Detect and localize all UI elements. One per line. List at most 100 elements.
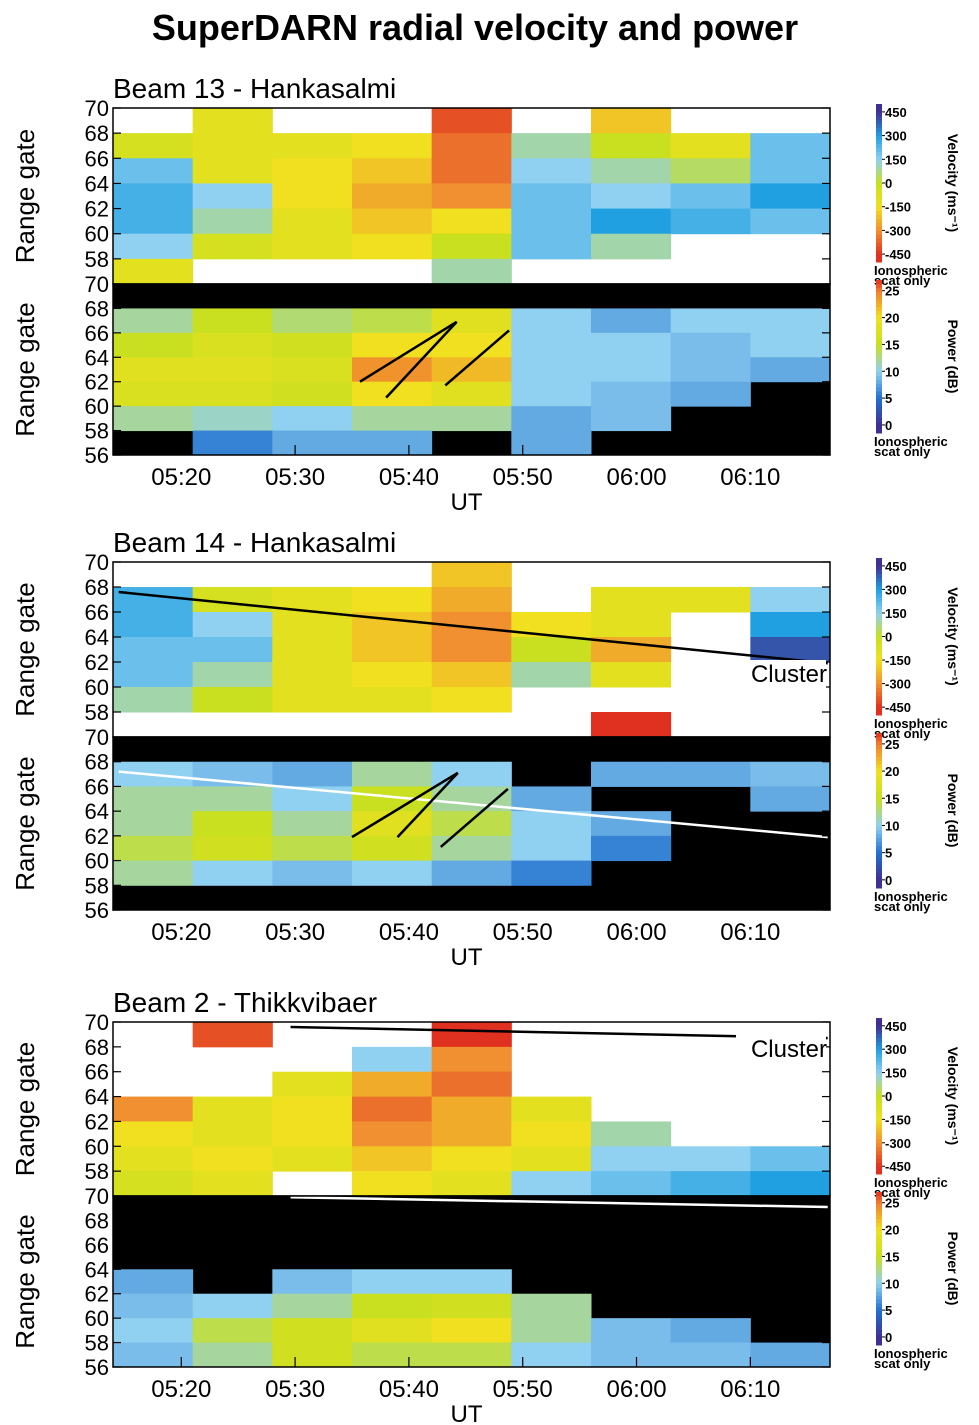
colorbar-tick-label: -150	[885, 1112, 911, 1127]
colorbar-step	[876, 222, 882, 227]
heatmap-cell	[192, 1342, 273, 1368]
colorbar-tick-label: 450	[885, 105, 907, 120]
heatmap-cell	[272, 612, 353, 638]
colorbar-step	[876, 202, 882, 208]
heatmap-cell	[352, 1121, 433, 1147]
heatmap-cell	[352, 687, 433, 713]
colorbar-step	[876, 679, 882, 685]
colorbar-step	[876, 837, 882, 842]
heatmap-cell	[272, 233, 353, 260]
heatmap-cell	[352, 1146, 433, 1172]
heatmap-cell	[352, 1293, 433, 1319]
heatmap-cell	[591, 1121, 672, 1147]
colorbar-step	[876, 1158, 882, 1163]
colorbar-tick-label: 25	[885, 1196, 899, 1211]
heatmap-cell	[352, 811, 433, 837]
colorbar-step	[876, 421, 882, 426]
y-tick-label: 66	[85, 1060, 109, 1085]
heatmap-cell	[511, 1342, 592, 1368]
heatmap-cell	[192, 381, 273, 407]
heatmap-cell	[591, 381, 672, 407]
colorbar-step	[876, 352, 882, 357]
heatmap-cell	[192, 687, 273, 713]
colorbar-step	[876, 1241, 882, 1247]
colorbar-step	[876, 787, 882, 792]
heatmap-cell	[750, 587, 831, 613]
colorbar-step	[876, 872, 882, 877]
colorbar-note: scat only	[874, 273, 931, 288]
heatmap-cell	[431, 108, 512, 134]
heatmap-cell	[511, 233, 592, 260]
heatmap-cell	[511, 406, 592, 432]
y-tick-label: 66	[85, 146, 109, 171]
heatmap-cell	[113, 406, 194, 432]
colorbar-step	[876, 652, 882, 657]
heatmap-cell	[431, 1146, 512, 1172]
heatmap-cell	[113, 1293, 194, 1319]
colorbar-step	[876, 1029, 882, 1035]
colorbar-step	[876, 818, 882, 823]
heatmap-cell	[431, 1071, 512, 1098]
colorbar-step	[876, 736, 882, 742]
colorbar-step	[876, 394, 882, 400]
heatmap-cell	[272, 811, 353, 837]
heatmap-cell	[431, 406, 512, 432]
colorbar-step	[876, 280, 882, 285]
colorbar-step	[876, 254, 882, 259]
colorbar-step	[876, 291, 882, 296]
colorbar-step	[876, 775, 882, 780]
colorbar-step	[876, 1287, 882, 1292]
heatmap-cell	[511, 860, 592, 886]
colorbar-step	[876, 581, 882, 586]
colorbar-step	[876, 210, 882, 216]
colorbar-label: Velocity (ms⁻¹)	[945, 1047, 961, 1145]
colorbar-step	[876, 791, 882, 796]
heatmap-cell	[113, 1269, 194, 1295]
y-tick-label: 58	[85, 419, 109, 444]
heatmap-cell	[591, 357, 672, 383]
x-axis-label: UT	[451, 489, 483, 516]
colorbar-step	[876, 258, 882, 263]
heatmap-cell	[511, 1318, 592, 1344]
colorbar-step	[876, 1249, 882, 1254]
x-tick-label: 06:00	[606, 1376, 666, 1403]
heatmap-cell	[352, 1096, 433, 1122]
panel-title: Beam 13 - Hankasalmi	[113, 73, 396, 104]
colorbar-step	[876, 242, 882, 247]
plot-frame	[112, 283, 831, 456]
y-tick-label: 60	[85, 1306, 109, 1331]
colorbar-step	[876, 1245, 882, 1250]
colorbar-step	[876, 1099, 882, 1105]
y-tick-label: 64	[85, 171, 109, 196]
heatmap-cell	[511, 835, 592, 862]
heatmap-cell	[113, 183, 194, 210]
x-axis-label: UT	[451, 1401, 483, 1425]
colorbar-step	[876, 115, 882, 121]
heatmap-cell	[272, 1071, 353, 1098]
overlay-line	[359, 320, 458, 383]
colorbar-step	[876, 868, 882, 873]
colorbar-step	[876, 360, 882, 365]
heatmap-cell	[113, 587, 194, 613]
colorbar-step	[876, 1214, 882, 1220]
x-tick-label: 06:10	[720, 1376, 780, 1403]
colorbar-step	[876, 589, 882, 594]
heatmap-cell	[591, 108, 672, 134]
heatmap-cell	[272, 687, 353, 713]
heatmap-cell	[511, 332, 592, 358]
colorbar-tick-label: -300	[885, 223, 911, 238]
colorbar-step	[876, 1135, 882, 1140]
colorbar-step	[876, 1299, 882, 1304]
heatmap-cell	[272, 381, 353, 407]
heatmap-cell	[750, 308, 831, 334]
colorbar-step	[876, 413, 882, 419]
colorbar-tick-label: 10	[885, 1276, 899, 1291]
colorbar-tick-label: 5	[885, 846, 892, 861]
colorbar-label: Power (dB)	[945, 774, 961, 848]
heatmap-cell	[431, 687, 512, 713]
colorbar-step	[876, 364, 882, 369]
x-tick-label: 06:00	[606, 919, 666, 946]
heatmap-cell	[272, 1342, 353, 1368]
x-tick-label: 05:30	[265, 1376, 325, 1403]
y-tick-label: 62	[85, 197, 109, 222]
